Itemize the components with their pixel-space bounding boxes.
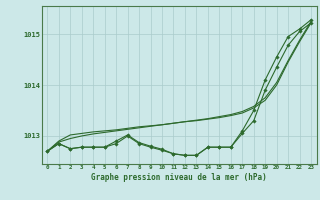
X-axis label: Graphe pression niveau de la mer (hPa): Graphe pression niveau de la mer (hPa): [91, 173, 267, 182]
